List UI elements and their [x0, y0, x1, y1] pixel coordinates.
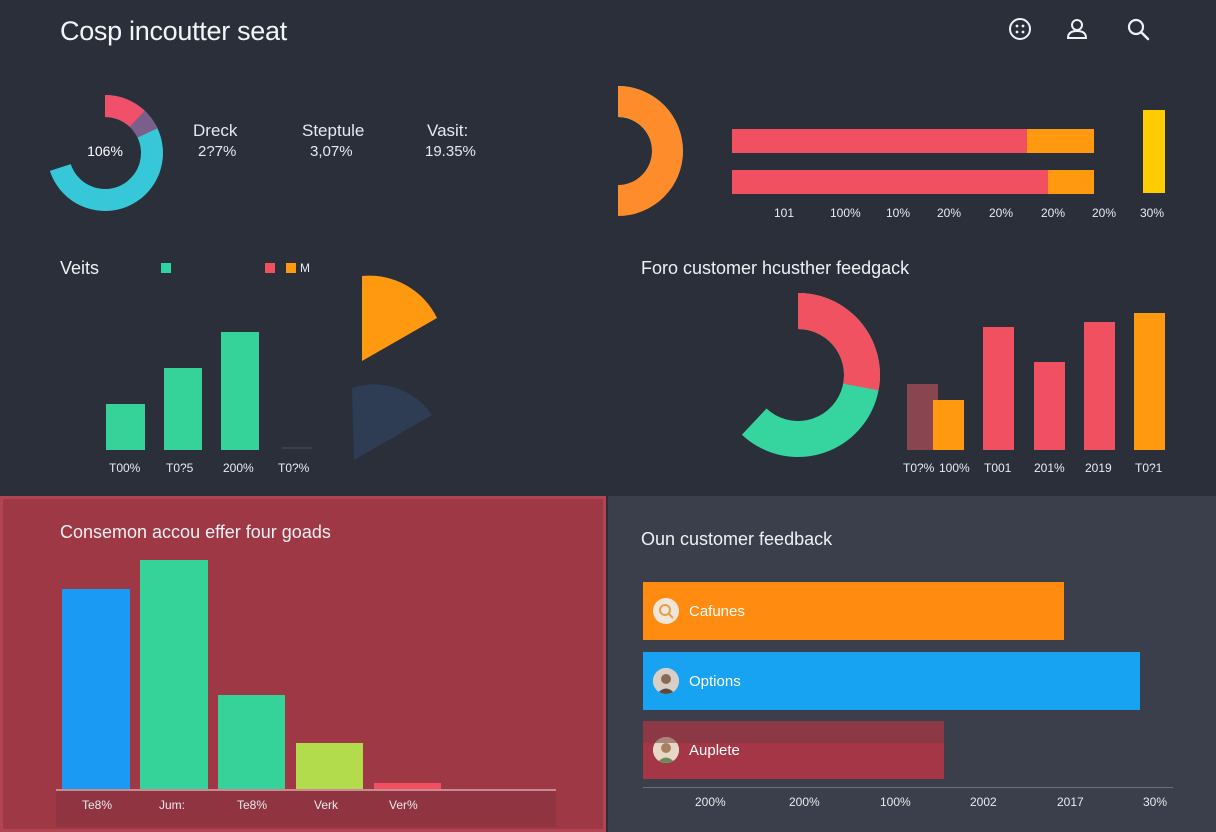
- bar: [907, 384, 938, 450]
- axis-line: [643, 787, 1173, 788]
- pie-wedge-orange: [362, 275, 437, 361]
- tick-label: 200%: [789, 795, 820, 809]
- yellow-bar: [1143, 110, 1165, 193]
- tick-label: Ver%: [389, 798, 418, 812]
- tick-label: 20%: [937, 206, 962, 220]
- panel-title-goads: Consemon accou effer four goads: [60, 522, 331, 542]
- tick-label: 100%: [830, 206, 861, 220]
- stat-value-steptule: 3,07%: [310, 143, 353, 160]
- feedback-bar-options[interactable]: Options: [643, 652, 1140, 710]
- tick-label: 100%: [880, 795, 911, 809]
- tick-label: Verk: [314, 798, 339, 812]
- tick-label: Te8%: [82, 798, 113, 812]
- tick-label: T00%: [109, 461, 141, 475]
- tick-label: 30%: [1143, 795, 1168, 809]
- panel-title-veits: Veits: [60, 258, 100, 278]
- legend-swatch-orange: [286, 263, 296, 273]
- bar: [1034, 362, 1065, 450]
- bar: [1134, 313, 1165, 450]
- legend-label-m: M: [300, 261, 310, 275]
- donut-center-label: 106%: [87, 143, 123, 159]
- top-center-donut-chart: [618, 86, 683, 216]
- panel-title-feedback: Foro customer hcusther feedgack: [641, 258, 910, 278]
- stat-value-vasit: 19.35%: [425, 143, 476, 160]
- donut-slice: [798, 293, 880, 391]
- stat-label-vasit: Vasit:: [427, 121, 469, 140]
- bar-overlay: [643, 721, 944, 743]
- tick-label: T0?1: [1135, 461, 1163, 475]
- stacked-bar-2-red: [732, 170, 1048, 194]
- bar: [1084, 322, 1115, 450]
- tick-label: 2019: [1085, 461, 1112, 475]
- user-icon[interactable]: [1064, 16, 1090, 42]
- tick-label: 100%: [939, 461, 970, 475]
- search-badge-icon: [653, 598, 679, 624]
- page-title: Cosp incoutter seat: [60, 16, 287, 46]
- tick-label: 10%: [886, 206, 911, 220]
- bar: [140, 560, 208, 789]
- tick-label: 200%: [223, 461, 254, 475]
- feedback-bar-cafunes[interactable]: Cafunes: [643, 582, 1064, 640]
- tick-label: 30%: [1140, 206, 1165, 220]
- dotted-circle-icon[interactable]: [1007, 16, 1033, 42]
- tick-label: 20%: [989, 206, 1014, 220]
- stat-label-dreck: Dreck: [193, 121, 238, 140]
- axis-band: [56, 791, 556, 827]
- bar: [106, 404, 145, 450]
- pie-wedges: [352, 275, 437, 460]
- tick-label: 2002: [970, 795, 997, 809]
- donut-slice: [618, 86, 683, 216]
- stacked-bar-1-orange: [1027, 129, 1094, 153]
- stat-label-steptule: Steptule: [302, 121, 365, 140]
- bar: [933, 400, 964, 450]
- legend-swatch-red: [265, 263, 275, 273]
- panel-title-customer-feedback: Oun customer feedback: [641, 529, 833, 549]
- legend-swatch-teal: [161, 263, 171, 273]
- tick-label: T0?%: [278, 461, 310, 475]
- tick-label: T0?%: [903, 461, 935, 475]
- tick-label: 20%: [1092, 206, 1117, 220]
- tick-label: Te8%: [237, 798, 268, 812]
- pie-wedge-dark: [352, 384, 432, 460]
- bar: [374, 783, 441, 789]
- stacked-bar-2-orange: [1048, 170, 1094, 194]
- tick-label: 200%: [695, 795, 726, 809]
- axis-line: [56, 789, 556, 791]
- bar: [218, 695, 285, 789]
- tick-label: 20%: [1041, 206, 1066, 220]
- feedback-bar-label: Cafunes: [689, 602, 745, 620]
- tick-label: 2017: [1057, 795, 1084, 809]
- top-left-donut-chart: 106%: [49, 95, 164, 211]
- bar: [282, 447, 312, 449]
- feedback-bar-label: Auplete: [689, 741, 740, 759]
- tick-label: T001: [984, 461, 1012, 475]
- feedback-bar-label: Options: [689, 672, 741, 690]
- stacked-bar-1-red: [732, 129, 1027, 153]
- tick-label: 101: [774, 206, 795, 220]
- bar: [983, 327, 1014, 450]
- bar: [296, 743, 363, 789]
- tick-label: 201%: [1034, 461, 1065, 475]
- mid-right-donut-chart: [741, 293, 880, 457]
- bar: [221, 332, 259, 450]
- stat-value-dreck: 2?7%: [198, 143, 237, 160]
- tick-label: Jum:: [159, 798, 186, 812]
- search-icon[interactable]: [1125, 16, 1151, 42]
- donut-slice: [105, 95, 145, 127]
- avatar: [653, 668, 679, 694]
- bar: [164, 368, 202, 450]
- tick-label: T0?5: [166, 461, 194, 475]
- bar: [62, 589, 130, 789]
